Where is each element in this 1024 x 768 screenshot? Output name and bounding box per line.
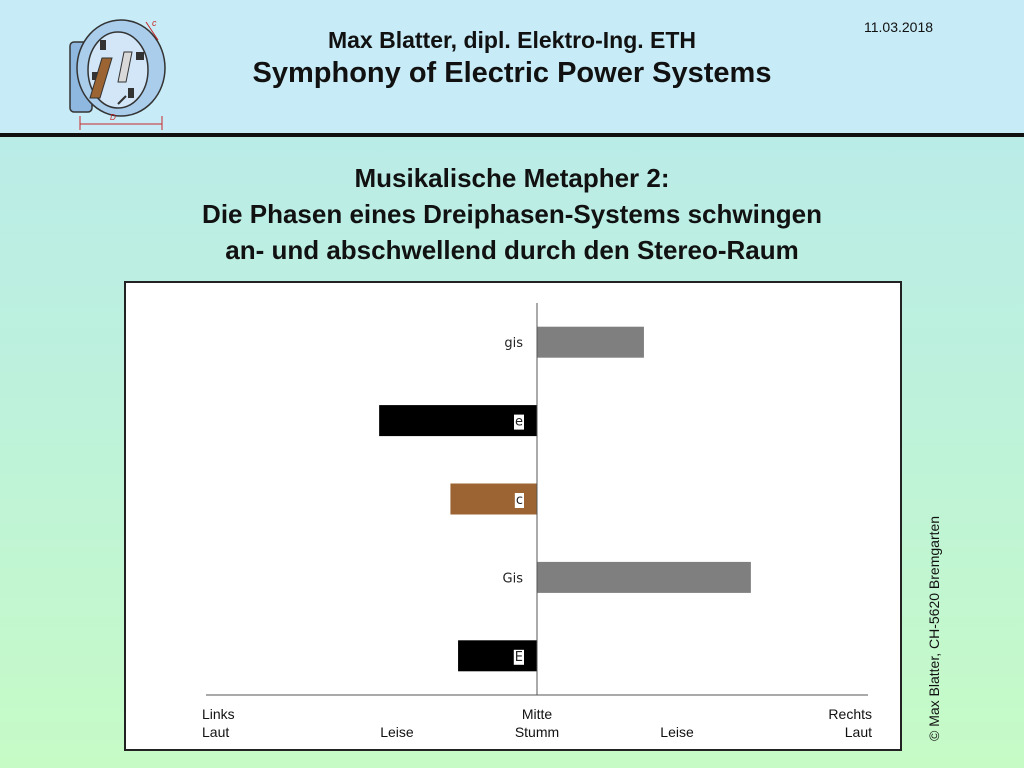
x-tick-label-line2: Leise bbox=[660, 724, 694, 740]
category-label-gis: gis bbox=[504, 336, 523, 351]
x-tick-label-line1: Rechts bbox=[828, 706, 872, 722]
logo-label-bottom: D bbox=[110, 113, 116, 122]
slide-title-line-1: Musikalische Metapher 2: bbox=[354, 163, 670, 193]
bar-Gis bbox=[537, 561, 751, 593]
slide-date: 11.03.2018 bbox=[864, 19, 934, 35]
copyright-note: © Max Blatter, CH-5620 Bremgarten bbox=[926, 515, 942, 741]
bar-e bbox=[379, 405, 537, 437]
x-tick-label: Leise bbox=[337, 705, 457, 741]
x-tick-label: Leise bbox=[617, 705, 737, 741]
bar-E bbox=[458, 640, 537, 672]
x-tick-label-line2: Stumm bbox=[514, 724, 560, 740]
category-label-E: E bbox=[515, 650, 523, 665]
category-label-bg-E bbox=[513, 649, 524, 665]
slide-header: c D Max Blatter, dipl. Elektro-Ing. ETH … bbox=[0, 0, 1024, 137]
x-tick-label-line1: Mitte bbox=[521, 706, 553, 722]
machine-logo-icon: c D bbox=[69, 18, 166, 130]
stereo-bar-chart: gis e c Gis E Links Laut Leise Mitte Stumm Leis… bbox=[124, 281, 902, 751]
x-tick-label-line1 bbox=[617, 705, 737, 723]
chart-canvas: gis e c Gis E bbox=[206, 303, 868, 696]
bar-gis bbox=[537, 326, 644, 358]
x-tick-label-line1 bbox=[337, 705, 457, 723]
presentation-title: Symphony of Electric Power Systems bbox=[252, 57, 772, 89]
slide-title-line-3: an- und abschwellend durch den Stereo-Ra… bbox=[225, 235, 799, 265]
x-tick-label-line2: Laut bbox=[202, 724, 230, 740]
slide-title-line-2: Die Phasen eines Dreiphasen-Systems schw… bbox=[202, 199, 822, 229]
x-tick-label: Mitte Stumm bbox=[477, 705, 597, 741]
x-tick-label: Links Laut bbox=[202, 705, 322, 741]
category-label-c: c bbox=[516, 493, 523, 508]
category-label-e: e bbox=[515, 415, 523, 430]
logo-label-top: c bbox=[152, 18, 157, 28]
category-label-bg-e bbox=[514, 414, 524, 430]
category-label-Gis: Gis bbox=[503, 571, 524, 586]
x-tick-label-line2: Laut bbox=[844, 724, 872, 740]
author-line: Max Blatter, dipl. Elektro-Ing. ETH bbox=[327, 27, 697, 53]
slide-title: Musikalische Metapher 2: Die Phasen eine… bbox=[0, 160, 1024, 268]
x-tick-label-line1: Links bbox=[202, 706, 235, 722]
category-label-bg-c bbox=[514, 493, 524, 508]
x-tick-label-line2: Leise bbox=[380, 724, 414, 740]
bar-c bbox=[450, 483, 537, 515]
x-tick-label: Rechts Laut bbox=[752, 705, 872, 741]
